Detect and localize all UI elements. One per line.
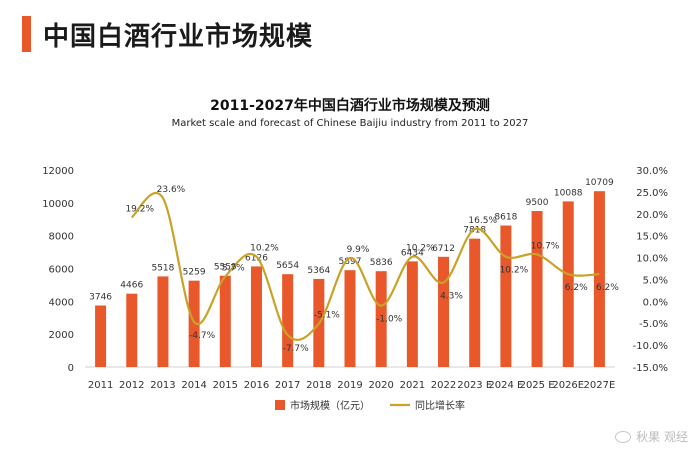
- bar: [344, 270, 356, 367]
- growth-rate-label: 10.7%: [531, 241, 560, 251]
- bar-value-label: 5259: [183, 268, 206, 278]
- x-tick-label: 2023 E: [457, 380, 492, 391]
- bar: [95, 305, 107, 367]
- bar: [438, 256, 450, 367]
- x-tick-label: 2021: [400, 380, 425, 391]
- weibo-icon: [615, 430, 632, 443]
- watermark: 秋果 观经: [615, 428, 688, 445]
- y-left-tick-label: 12000: [42, 166, 74, 177]
- x-tick-label: 2018: [306, 380, 331, 391]
- y-left-tick-label: 10000: [42, 199, 74, 210]
- bar-value-label: 10088: [554, 188, 583, 198]
- y-right-tick-label: 10.0%: [636, 254, 668, 265]
- x-tick-label: 2022: [431, 380, 456, 391]
- bar: [282, 274, 294, 367]
- x-tick-label: 2016: [244, 380, 269, 391]
- bar-value-label: 4466: [120, 281, 143, 291]
- page-title: 中国白酒行业市场规模: [43, 21, 314, 52]
- bar-value-label: 5559: [214, 263, 237, 273]
- bar-value-label: 6434: [401, 248, 424, 258]
- chart-title: 2011-2027年中国白酒行业市场规模及预测: [210, 98, 490, 114]
- bar: [250, 266, 262, 367]
- y-right-tick-label: 25.0%: [636, 188, 668, 199]
- x-tick-label: 2019: [337, 380, 362, 391]
- bar-value-label: 5654: [276, 261, 299, 271]
- bar: [562, 201, 574, 367]
- page-header: 中国白酒行业市场规模: [22, 14, 313, 54]
- growth-rate-label: 10.2%: [250, 244, 279, 254]
- bar-value-label: 10709: [585, 178, 614, 188]
- growth-rate-label: 4.3%: [440, 292, 463, 302]
- y-right-tick-label: 15.0%: [636, 232, 668, 243]
- growth-rate-line: [130, 192, 600, 341]
- bar-value-label: 7818: [463, 226, 486, 236]
- growth-rate-label: 9.9%: [347, 245, 370, 255]
- x-tick-label: 2026E: [552, 380, 584, 391]
- x-tick-label: 2017: [275, 380, 300, 391]
- y-right-tick-label: 5.0%: [643, 275, 668, 286]
- legend-line-label: 同比增长率: [415, 399, 465, 412]
- bar: [126, 293, 138, 367]
- bar-value-label: 8618: [494, 213, 517, 223]
- x-tick-label: 2014: [181, 380, 206, 391]
- growth-rate-label: -1.0%: [376, 315, 403, 325]
- bar-value-label: 5836: [370, 258, 393, 268]
- growth-rate-label: 6.2%: [565, 283, 588, 293]
- x-tick-label: 2013: [150, 380, 175, 391]
- x-tick-label: 2011: [88, 380, 113, 391]
- y-left-tick-label: 0: [68, 363, 74, 374]
- bar: [406, 261, 418, 367]
- growth-rate-label: -5.1%: [314, 311, 341, 321]
- growth-rate-label: 5.7%: [222, 263, 245, 273]
- bar-value-label: 5897: [339, 257, 362, 267]
- bar-value-label: 3746: [89, 293, 112, 303]
- bar-value-label: 9500: [526, 198, 549, 208]
- growth-rate-label: 10.2%: [406, 244, 435, 254]
- bar: [531, 211, 543, 367]
- bar: [219, 275, 231, 367]
- growth-rate-label: -4.7%: [189, 331, 216, 341]
- growth-rate-label: 6.2%: [596, 283, 619, 293]
- legend-bar-swatch: [275, 400, 285, 410]
- legend-bar-label: 市场规模（亿元）: [290, 399, 370, 412]
- y-right-tick-label: 0.0%: [643, 297, 668, 308]
- bar-value-label: 6712: [432, 244, 455, 254]
- bar: [375, 271, 387, 367]
- growth-rate-label: 10.2%: [500, 266, 529, 276]
- bar: [157, 276, 169, 367]
- bar-value-label: 5518: [151, 263, 174, 273]
- y-left-tick-label: 8000: [49, 232, 74, 243]
- y-left-tick-label: 6000: [49, 265, 74, 276]
- chart-subtitle: Market scale and forecast of Chinese Bai…: [171, 118, 529, 129]
- watermark-text: 秋果 观经: [636, 430, 688, 444]
- x-tick-label: 2025 E: [520, 380, 555, 391]
- bar: [188, 280, 200, 367]
- growth-rate-label: 19.2%: [125, 204, 154, 214]
- y-left-tick-label: 2000: [49, 330, 74, 341]
- x-tick-label: 2015: [213, 380, 238, 391]
- y-left-tick-label: 4000: [49, 297, 74, 308]
- x-tick-label: 2020: [368, 380, 393, 391]
- y-right-tick-label: -15.0%: [633, 363, 668, 374]
- x-tick-label: 2024 E: [488, 380, 523, 391]
- bar: [593, 191, 605, 367]
- y-right-tick-label: 30.0%: [636, 166, 668, 177]
- y-right-tick-label: -10.0%: [633, 341, 668, 352]
- bar: [469, 238, 481, 367]
- x-tick-label: 2012: [119, 380, 144, 391]
- header-accent-bar: [22, 16, 31, 52]
- bar-value-label: 5364: [307, 266, 330, 276]
- y-right-tick-label: -5.0%: [639, 319, 668, 330]
- growth-rate-label: 16.5%: [468, 216, 497, 226]
- y-right-tick-label: 20.0%: [636, 210, 668, 221]
- bar: [500, 225, 512, 367]
- x-tick-label: 2027E: [584, 380, 616, 391]
- growth-rate-label: 23.6%: [157, 185, 186, 195]
- growth-rate-label: -7.7%: [283, 344, 310, 354]
